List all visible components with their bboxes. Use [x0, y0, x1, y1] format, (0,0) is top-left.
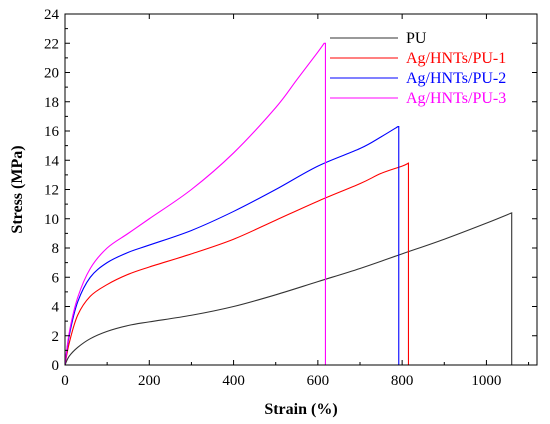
- x-tick-label: 600: [307, 373, 330, 389]
- legend-label-4: Ag/HNTs/PU-3: [406, 90, 506, 107]
- x-tick-label: 200: [138, 373, 161, 389]
- legend-label-1: PU: [406, 30, 427, 47]
- x-tick-label: 400: [222, 373, 245, 389]
- legend: PU Ag/HNTs/PU-1 Ag/HNTs/PU-2 Ag/HNTs/PU-3: [330, 30, 506, 107]
- x-tick-label: 800: [391, 373, 414, 389]
- series-line-1: [64, 212, 513, 366]
- y-tick-label: 10: [44, 212, 59, 228]
- y-tick-label: 14: [44, 153, 60, 169]
- x-tick-label: 0: [61, 373, 69, 389]
- series-line-3: [64, 126, 400, 366]
- y-tick-label: 6: [52, 270, 60, 286]
- y-tick-label: 12: [44, 183, 59, 199]
- x-axis-title: Strain (%): [264, 401, 337, 418]
- y-tick-label: 2: [52, 329, 60, 345]
- y-tick-label: 4: [52, 300, 60, 316]
- y-tick-label: 22: [44, 36, 59, 52]
- y-tick-label: 20: [44, 66, 59, 82]
- series-line-4: [64, 42, 326, 366]
- y-tick-label: 8: [52, 241, 60, 257]
- y-axis-title: Stress (MPa): [9, 145, 26, 233]
- legend-label-3: Ag/HNTs/PU-2: [406, 70, 506, 87]
- y-tick-label: 18: [44, 95, 59, 111]
- x-tick-label: 1000: [471, 373, 501, 389]
- series-layer: [64, 42, 513, 366]
- y-tick-label: 0: [52, 358, 60, 374]
- legend-label-2: Ag/HNTs/PU-1: [406, 50, 506, 67]
- y-tick-label: 16: [44, 124, 60, 140]
- series-line-2: [64, 162, 410, 366]
- y-tick-label: 24: [44, 7, 60, 23]
